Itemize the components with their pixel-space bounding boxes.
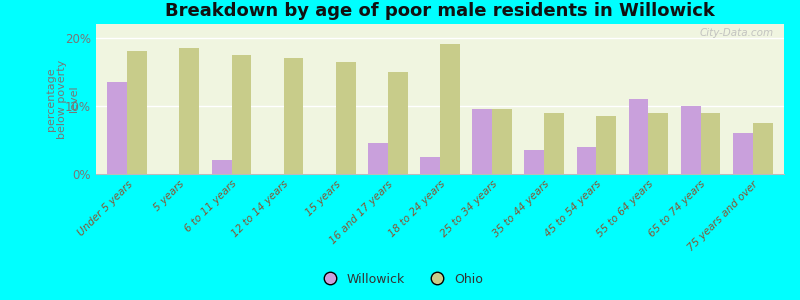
Bar (440, 44, 460, 174)
Bar (336, 61, 355, 174)
Bar (368, 143, 388, 174)
Bar (231, 55, 251, 174)
Bar (577, 147, 596, 174)
Bar (492, 109, 512, 174)
Bar (629, 99, 649, 174)
Bar (681, 106, 701, 174)
Bar (472, 109, 492, 174)
Legend: Willowick, Ohio: Willowick, Ohio (312, 268, 488, 291)
Bar (649, 112, 668, 174)
Title: Breakdown by age of poor male residents in Willowick: Breakdown by age of poor male residents … (165, 2, 715, 20)
Bar (107, 82, 127, 174)
Bar (596, 116, 616, 174)
Bar (753, 123, 773, 174)
Bar (127, 51, 147, 174)
Bar (733, 133, 753, 174)
Bar (525, 150, 544, 174)
Bar (388, 72, 408, 174)
Bar (544, 112, 564, 174)
Bar (212, 160, 231, 174)
Bar (420, 157, 440, 174)
Text: City-Data.com: City-Data.com (699, 28, 774, 38)
Bar (284, 58, 303, 174)
Y-axis label: percentage
below poverty
level: percentage below poverty level (46, 59, 79, 139)
Bar (179, 48, 199, 174)
Bar (701, 112, 721, 174)
